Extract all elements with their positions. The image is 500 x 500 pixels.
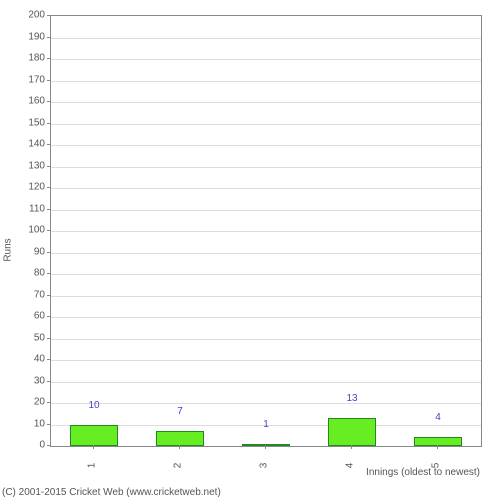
ytick-mark	[47, 402, 51, 403]
bar-value-label: 1	[263, 419, 269, 430]
ytick-mark	[47, 252, 51, 253]
ytick-label: 80	[17, 268, 45, 279]
gridline	[51, 317, 481, 318]
ytick-mark	[47, 101, 51, 102]
ytick-label: 40	[17, 354, 45, 365]
ytick-mark	[47, 273, 51, 274]
xtick-label: 2	[172, 463, 183, 469]
xtick-mark	[179, 445, 180, 449]
bar-value-label: 10	[88, 400, 99, 411]
xtick-label: 3	[258, 463, 269, 469]
bar	[156, 431, 203, 446]
ytick-label: 120	[17, 182, 45, 193]
ytick-label: 200	[17, 10, 45, 21]
gridline	[51, 253, 481, 254]
gridline	[51, 167, 481, 168]
ytick-mark	[47, 166, 51, 167]
gridline	[51, 188, 481, 189]
gridline	[51, 403, 481, 404]
gridline	[51, 81, 481, 82]
ytick-mark	[47, 359, 51, 360]
xtick-mark	[437, 445, 438, 449]
ytick-label: 170	[17, 74, 45, 85]
ytick-label: 150	[17, 117, 45, 128]
ytick-label: 140	[17, 139, 45, 150]
ytick-mark	[47, 381, 51, 382]
gridline	[51, 274, 481, 275]
gridline	[51, 231, 481, 232]
ytick-mark	[47, 123, 51, 124]
ytick-label: 10	[17, 418, 45, 429]
gridline	[51, 296, 481, 297]
ytick-label: 60	[17, 311, 45, 322]
gridline	[51, 339, 481, 340]
bar-value-label: 13	[346, 393, 357, 404]
xtick-mark	[265, 445, 266, 449]
xtick-mark	[351, 445, 352, 449]
ytick-label: 90	[17, 246, 45, 257]
gridline	[51, 38, 481, 39]
x-axis-label: Innings (oldest to newest)	[366, 467, 480, 478]
ytick-mark	[47, 445, 51, 446]
ytick-mark	[47, 37, 51, 38]
xtick-label: 5	[430, 463, 441, 469]
xtick-mark	[93, 445, 94, 449]
xtick-label: 1	[86, 463, 97, 469]
gridline	[51, 124, 481, 125]
ytick-mark	[47, 58, 51, 59]
ytick-label: 100	[17, 225, 45, 236]
ytick-mark	[47, 295, 51, 296]
copyright-text: (C) 2001-2015 Cricket Web (www.cricketwe…	[2, 487, 221, 498]
bar-value-label: 4	[435, 412, 441, 423]
gridline	[51, 360, 481, 361]
ytick-mark	[47, 209, 51, 210]
ytick-label: 30	[17, 375, 45, 386]
gridline	[51, 210, 481, 211]
ytick-mark	[47, 187, 51, 188]
ytick-label: 190	[17, 31, 45, 42]
gridline	[51, 59, 481, 60]
ytick-mark	[47, 80, 51, 81]
ytick-mark	[47, 424, 51, 425]
gridline	[51, 102, 481, 103]
bar	[328, 418, 375, 446]
ytick-label: 180	[17, 53, 45, 64]
ytick-mark	[47, 144, 51, 145]
y-axis-label: Runs	[3, 238, 14, 261]
ytick-label: 0	[17, 440, 45, 451]
ytick-label: 50	[17, 332, 45, 343]
ytick-mark	[47, 230, 51, 231]
ytick-mark	[47, 316, 51, 317]
bar-value-label: 7	[177, 406, 183, 417]
ytick-mark	[47, 15, 51, 16]
ytick-label: 160	[17, 96, 45, 107]
gridline	[51, 382, 481, 383]
ytick-label: 110	[17, 203, 45, 214]
ytick-mark	[47, 338, 51, 339]
bar	[70, 425, 117, 447]
ytick-label: 70	[17, 289, 45, 300]
ytick-label: 130	[17, 160, 45, 171]
plot-area: 10 7 1 13 4	[50, 15, 482, 447]
ytick-label: 20	[17, 397, 45, 408]
gridline	[51, 145, 481, 146]
xtick-label: 4	[344, 463, 355, 469]
chart-container: 1071134 Runs Innings (oldest to newest) …	[0, 0, 500, 500]
